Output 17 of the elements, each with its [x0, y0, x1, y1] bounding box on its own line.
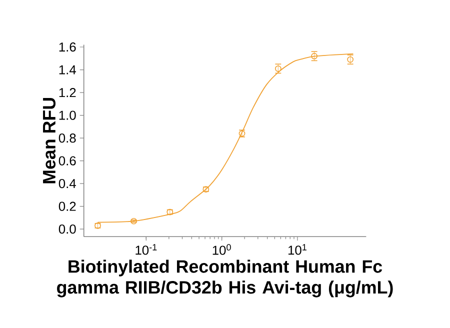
y-tick-label: 1.2	[59, 88, 76, 98]
y-tick-label: 0.2	[58, 202, 76, 211]
point	[274, 65, 282, 72]
y-tick-label: 0.0	[58, 224, 76, 234]
y-tick-label: 0.8	[58, 133, 76, 143]
x-axis-title: Biotinylated Recombinant Human Fc gamma RIIB/CD32b His Avi-tag (μg/mL)	[57, 260, 393, 298]
y-tick-label: 1.4	[59, 65, 76, 74]
x-tick-label: 10$^{0}$	[212, 244, 231, 255]
y-tick-label: 1.6	[59, 42, 76, 52]
x-tick-label: 10$^{1}$	[288, 244, 306, 255]
y-tick-label: 0.4	[58, 178, 76, 188]
y-tick-label: 1.0	[59, 110, 76, 120]
point	[130, 218, 137, 224]
point	[311, 52, 318, 60]
y-tick-label: 0.6	[58, 156, 76, 166]
y-axis-title: Mean RFU	[43, 98, 56, 184]
x-tick-label: 10$^{-1}$	[136, 244, 157, 255]
